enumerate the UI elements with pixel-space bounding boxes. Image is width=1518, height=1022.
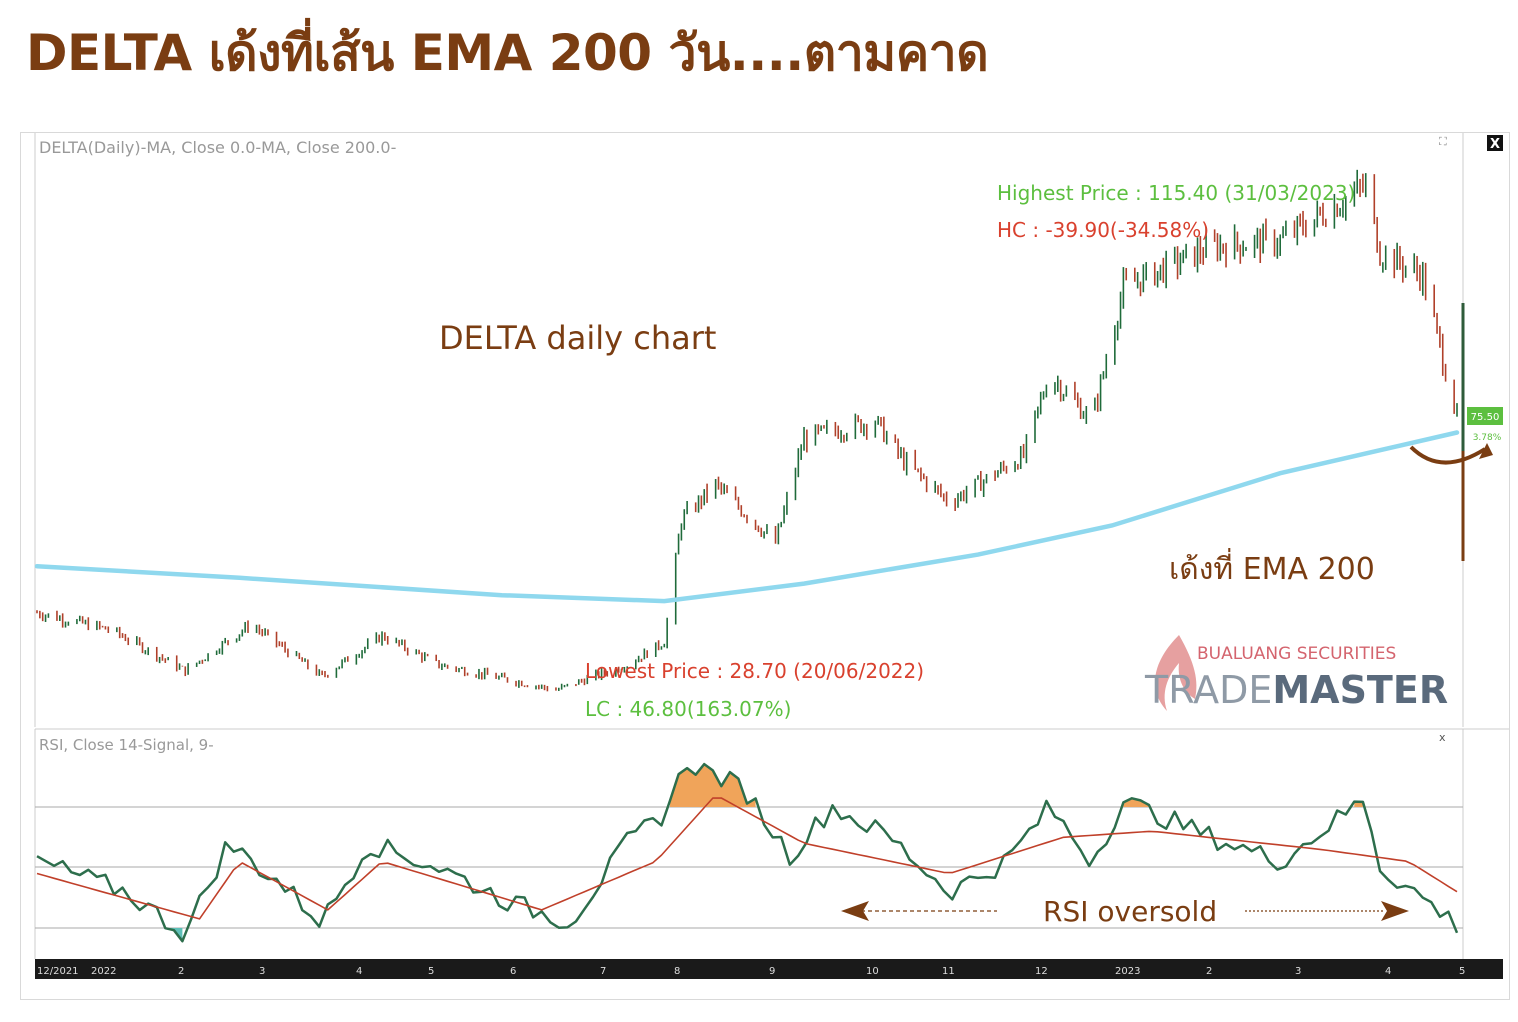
x-axis-bar — [35, 959, 1503, 979]
rsi-oversold-fill — [165, 928, 1457, 942]
highest-price-label: Highest Price : 115.40 (31/03/2023) — [997, 181, 1355, 205]
close-panel-button[interactable] — [1487, 135, 1503, 151]
rsi-overbought-fill — [670, 764, 1363, 807]
flame-logo-icon — [1155, 635, 1197, 711]
x-tick-label: 3 — [259, 966, 265, 977]
brand-trade-text: TRADE — [1144, 668, 1272, 712]
x-tick-label: 10 — [866, 966, 879, 977]
arrow-right-icon — [1381, 901, 1409, 921]
x-tick-label: 4 — [356, 966, 362, 977]
x-axis-ticks: 12/2021 2022 2 3 4 5 6 7 8 9 10 11 12 2023 2 3 4 5 — [37, 966, 1465, 977]
page-headline: DELTA เด้งที่เส้น EMA 200 วัน....ตามคาด — [26, 24, 989, 82]
hc-label: HC : -39.90(-34.58%) — [997, 218, 1209, 242]
arrow-left-icon — [841, 901, 869, 921]
x-tick-label: 2 — [178, 966, 184, 977]
x-tick-label: 9 — [769, 966, 775, 977]
close-icon[interactable]: X — [1490, 137, 1500, 152]
brand-logo: BUALUANG SECURITIES TRADEMASTER — [1144, 635, 1448, 712]
price-panel — [35, 133, 1463, 727]
expand-icon[interactable]: ⛶ — [1439, 135, 1447, 148]
price-legend: DELTA(Daily)-MA, Close 0.0-MA, Close 200… — [39, 138, 396, 157]
x-tick-label: 12 — [1035, 966, 1048, 977]
brand-master-text: MASTER — [1272, 668, 1448, 712]
bounce-arrow — [1409, 445, 1487, 465]
brand-line2: TRADEMASTER — [1144, 668, 1448, 712]
x-tick-label: 6 — [510, 966, 516, 977]
rsi-oversold-label: RSI oversold — [1043, 895, 1217, 928]
price-tag-text: 75.50 — [1471, 412, 1500, 423]
x-tick-label: 5 — [428, 966, 434, 977]
x-tick-label: 5 — [1459, 966, 1465, 977]
rsi-legend: RSI, Close 14-Signal, 9- — [39, 736, 214, 754]
chart-frame: DELTA(Daily)-MA, Close 0.0-MA, Close 200… — [20, 132, 1510, 1000]
x-tick-label: 11 — [942, 966, 955, 977]
x-tick-label: 12/2021 — [37, 966, 79, 977]
brand-line1: BUALUANG SECURITIES — [1197, 644, 1396, 664]
pct-tag-text: 3.78% — [1473, 433, 1502, 443]
chart-canvas: DELTA(Daily)-MA, Close 0.0-MA, Close 200… — [34, 133, 1509, 979]
ema200-line — [34, 430, 1460, 604]
rsi-signal-line — [36, 797, 1458, 920]
x-tick-label: 3 — [1295, 966, 1301, 977]
bounce-arrow-head-icon — [1479, 443, 1493, 459]
price-tag — [1467, 407, 1503, 425]
candlestick-series — [36, 169, 1458, 692]
bounce-label: เด้งที่ EMA 200 — [1169, 548, 1375, 587]
x-tick-label: 2 — [1206, 966, 1212, 977]
x-tick-label: 4 — [1385, 966, 1391, 977]
x-tick-label: 7 — [600, 966, 606, 977]
chart-title-label: DELTA daily chart — [439, 319, 716, 357]
x-tick-label: 2023 — [1115, 966, 1140, 977]
rsi-panel-controls[interactable]: x — [1439, 731, 1446, 744]
x-tick-label: 2022 — [91, 966, 116, 977]
rsi-oversold-annotation: RSI oversold — [841, 895, 1409, 928]
rsi-line — [36, 762, 1459, 943]
lc-label: LC : 46.80(163.07%) — [585, 697, 791, 721]
x-tick-label: 8 — [674, 966, 680, 977]
lowest-price-label: Lowest Price : 28.70 (20/06/2022) — [585, 659, 924, 683]
